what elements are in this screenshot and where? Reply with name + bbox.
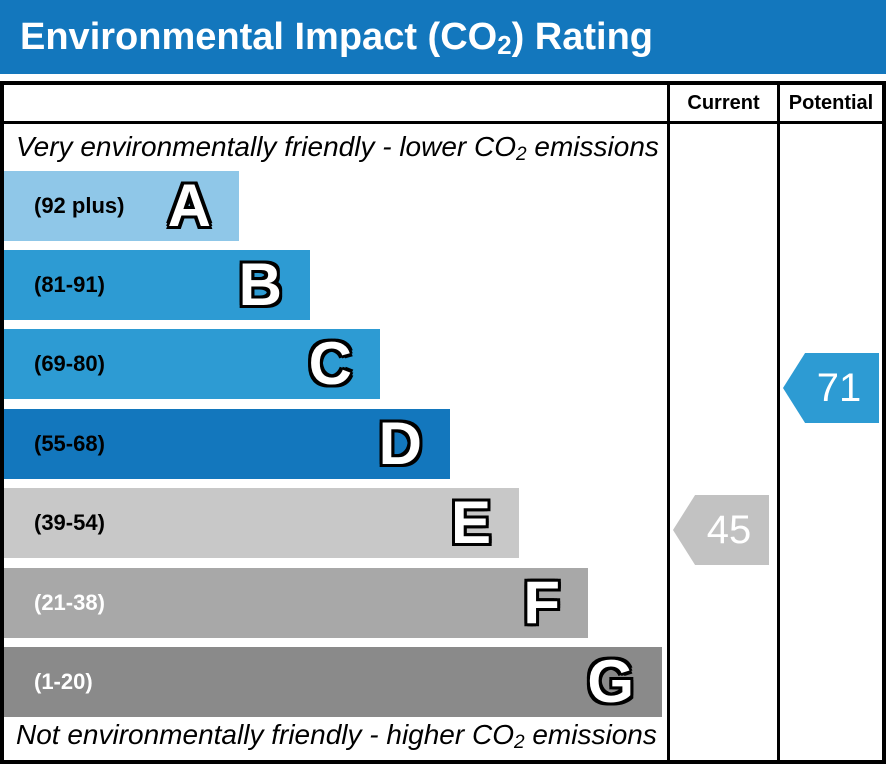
current-rating-pointer: 45 — [673, 495, 769, 565]
current-column-divider — [667, 81, 670, 764]
band-d: (55-68) D — [4, 409, 450, 479]
top-note: Very environmentally friendly - lower CO… — [16, 131, 659, 166]
bottom-note: Not environmentally friendly - higher CO… — [16, 719, 657, 754]
band-g-range: (1-20) — [34, 669, 93, 694]
band-a: (92 plus) A — [4, 171, 239, 241]
band-a-range: (92 plus) — [34, 193, 125, 218]
title-text-pre: Environmental Impact (CO — [20, 15, 498, 58]
top-note-pre: Very environmentally friendly - lower CO — [16, 131, 517, 162]
band-c: (69-80) C — [4, 329, 380, 399]
band-e: (39-54) E — [4, 488, 519, 558]
band-a-letter: A — [167, 172, 211, 239]
title-text-post: ) Rating — [511, 15, 654, 58]
title-bar: Environmental Impact (CO2) Rating — [0, 0, 886, 74]
band-f-letter: F — [523, 569, 560, 636]
band-c-letter: C — [308, 330, 352, 397]
co2-subscript-top: 2 — [516, 144, 527, 166]
header-divider-line — [0, 121, 886, 124]
band-e-letter: E — [450, 489, 491, 556]
band-e-range: (39-54) — [34, 510, 105, 535]
band-b-letter: B — [238, 251, 282, 318]
potential-rating-pointer: 71 — [783, 353, 879, 423]
top-note-post: emissions — [526, 131, 659, 162]
co2-subscript-bottom: 2 — [513, 732, 525, 754]
band-g: (1-20) G — [4, 647, 662, 717]
page-title: Environmental Impact (CO2) Rating — [0, 15, 654, 61]
band-c-range: (69-80) — [34, 351, 105, 376]
band-f: (21-38) F — [4, 568, 588, 638]
band-g-letter: G — [587, 648, 634, 715]
potential-rating-value: 71 — [816, 365, 862, 410]
band-b: (81-91) B — [4, 250, 310, 320]
potential-column-header: Potential — [788, 91, 874, 114]
band-d-range: (55-68) — [34, 431, 105, 456]
current-rating-value: 45 — [706, 507, 752, 552]
rating-table-frame — [0, 81, 886, 764]
current-column-header: Current — [687, 91, 760, 114]
band-b-range: (81-91) — [34, 272, 105, 297]
bottom-note-post: emissions — [524, 719, 657, 750]
co2-subscript-title: 2 — [497, 32, 512, 61]
bottom-note-pre: Not environmentally friendly - higher CO — [16, 719, 514, 750]
band-d-letter: D — [378, 410, 422, 477]
band-f-range: (21-38) — [34, 590, 105, 615]
potential-column-divider — [777, 81, 780, 764]
